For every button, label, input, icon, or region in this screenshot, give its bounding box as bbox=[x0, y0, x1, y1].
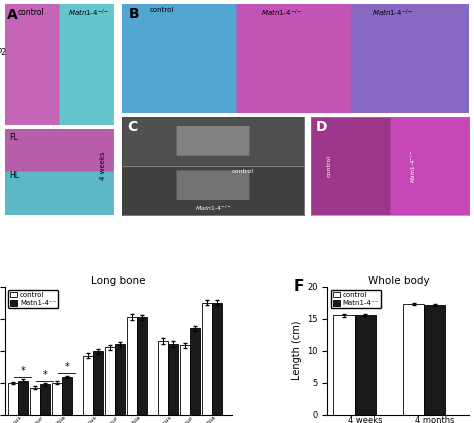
Bar bbox=[168, 344, 178, 415]
Text: HL: HL bbox=[9, 170, 19, 179]
Bar bbox=[62, 377, 72, 415]
Title: Whole body: Whole body bbox=[367, 276, 429, 286]
Bar bbox=[201, 302, 212, 415]
Bar bbox=[355, 316, 376, 415]
Text: *: * bbox=[64, 363, 69, 372]
Text: B: B bbox=[129, 8, 140, 22]
Y-axis label: Length (cm): Length (cm) bbox=[292, 321, 301, 380]
Text: $Matn1$-$4^{-/-}$: $Matn1$-$4^{-/-}$ bbox=[261, 8, 302, 19]
Bar bbox=[40, 385, 50, 415]
Bar bbox=[52, 382, 62, 415]
Text: control: control bbox=[231, 169, 254, 174]
Bar bbox=[333, 316, 355, 415]
Bar bbox=[403, 304, 424, 415]
Title: Long bone: Long bone bbox=[91, 276, 146, 286]
Bar bbox=[30, 387, 40, 415]
Bar bbox=[127, 317, 137, 415]
Text: control: control bbox=[327, 155, 332, 177]
Legend: control, Matn1-4⁻⁻: control, Matn1-4⁻⁻ bbox=[8, 290, 58, 308]
Text: control: control bbox=[18, 8, 45, 17]
Bar bbox=[115, 344, 125, 415]
Bar bbox=[137, 317, 147, 415]
Text: $Matn1$-$4^{-/-}$: $Matn1$-$4^{-/-}$ bbox=[372, 8, 413, 19]
Bar bbox=[82, 356, 92, 415]
Text: C: C bbox=[128, 120, 138, 134]
Bar bbox=[105, 347, 115, 415]
Text: $Matn1$-$4^{-/-}$: $Matn1$-$4^{-/-}$ bbox=[68, 8, 109, 19]
Bar bbox=[8, 383, 18, 415]
Text: $Matn1$-$4^{-/-}$: $Matn1$-$4^{-/-}$ bbox=[195, 204, 232, 213]
Text: FL: FL bbox=[9, 133, 18, 143]
Bar bbox=[18, 381, 28, 415]
Bar bbox=[180, 346, 190, 415]
Text: control: control bbox=[150, 8, 174, 14]
Text: 4 weeks: 4 weeks bbox=[100, 152, 107, 180]
Bar bbox=[212, 302, 222, 415]
Text: D: D bbox=[316, 120, 327, 134]
Bar bbox=[92, 351, 103, 415]
Bar bbox=[157, 341, 168, 415]
Bar bbox=[190, 328, 200, 415]
Text: P2: P2 bbox=[0, 48, 7, 57]
Text: F: F bbox=[293, 279, 304, 294]
Text: *: * bbox=[42, 370, 47, 380]
Legend: control, Matn1-4⁻⁻: control, Matn1-4⁻⁻ bbox=[331, 290, 381, 308]
Text: *: * bbox=[20, 366, 25, 376]
Text: $Matn1$-$4^{-/-}$: $Matn1$-$4^{-/-}$ bbox=[409, 150, 419, 182]
Bar bbox=[424, 305, 446, 415]
Text: A: A bbox=[7, 8, 18, 22]
